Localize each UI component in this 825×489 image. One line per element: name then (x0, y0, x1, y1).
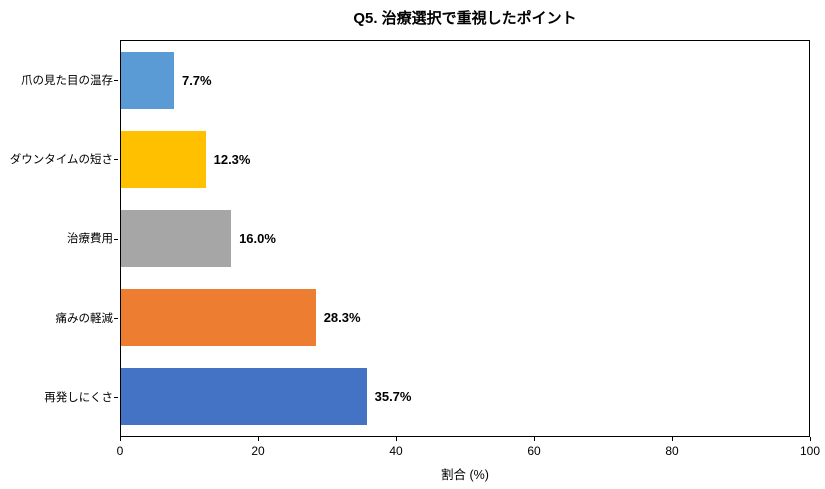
x-tick-label: 100 (799, 444, 821, 458)
bar-2 (121, 210, 232, 267)
bar-1 (121, 131, 206, 188)
y-tick-label: 爪の見た目の温存 (21, 74, 113, 87)
y-tick-mark (114, 159, 118, 161)
y-tick-mark (114, 397, 118, 399)
x-tick-mark (396, 437, 397, 441)
bar-value-label: 7.7% (181, 73, 212, 88)
x-tick-mark (672, 437, 673, 441)
bar-value-label: 12.3% (213, 152, 251, 167)
y-tick-label: 再発しにくさ (44, 392, 113, 405)
chart-title: Q5. 治療選択で重視したポイント (353, 10, 577, 27)
x-axis: 0 20 40 60 80 100 (116, 437, 820, 463)
y-axis-labels: 爪の見た目の温存ダウンタイムの短さ治療費用痛みの軽減再発しにくさ (0, 40, 118, 437)
y-tick-label: 治療費用 (67, 233, 113, 246)
x-tick-mark (258, 437, 259, 441)
bar-value-label: 28.3% (323, 310, 361, 325)
y-tick-mark (114, 79, 118, 81)
y-tick-label: 痛みの軽減 (55, 312, 114, 325)
y-tick-mark (114, 317, 118, 319)
bar-band: 28.3% (121, 278, 809, 357)
bar-3 (121, 289, 316, 346)
y-tick-label: ダウンタイムの短さ (9, 154, 113, 167)
bar-value-label: 16.0% (239, 231, 276, 246)
x-tick-label: 40 (389, 444, 403, 458)
y-tick-mark (114, 238, 118, 240)
plot-area: 7.7% 12.3% 16.0% 28.3% 35.7% (120, 40, 810, 437)
x-tick-label: 60 (527, 444, 541, 458)
x-tick-mark (534, 437, 535, 441)
bar-band: 16.0% (121, 199, 809, 278)
bar-4 (121, 368, 367, 425)
x-tick-label: 80 (665, 444, 679, 458)
bar-band: 12.3% (121, 120, 809, 199)
x-tick-label: 20 (251, 444, 265, 458)
bar-value-label: 35.7% (374, 389, 412, 404)
bar-band: 35.7% (121, 357, 809, 436)
bar-band: 7.7% (121, 41, 809, 120)
bar-0 (121, 52, 174, 109)
x-axis-title: 割合 (%) (441, 468, 489, 482)
x-tick-mark (810, 437, 811, 441)
x-tick-mark (120, 437, 121, 441)
x-tick-label: 0 (116, 444, 124, 458)
